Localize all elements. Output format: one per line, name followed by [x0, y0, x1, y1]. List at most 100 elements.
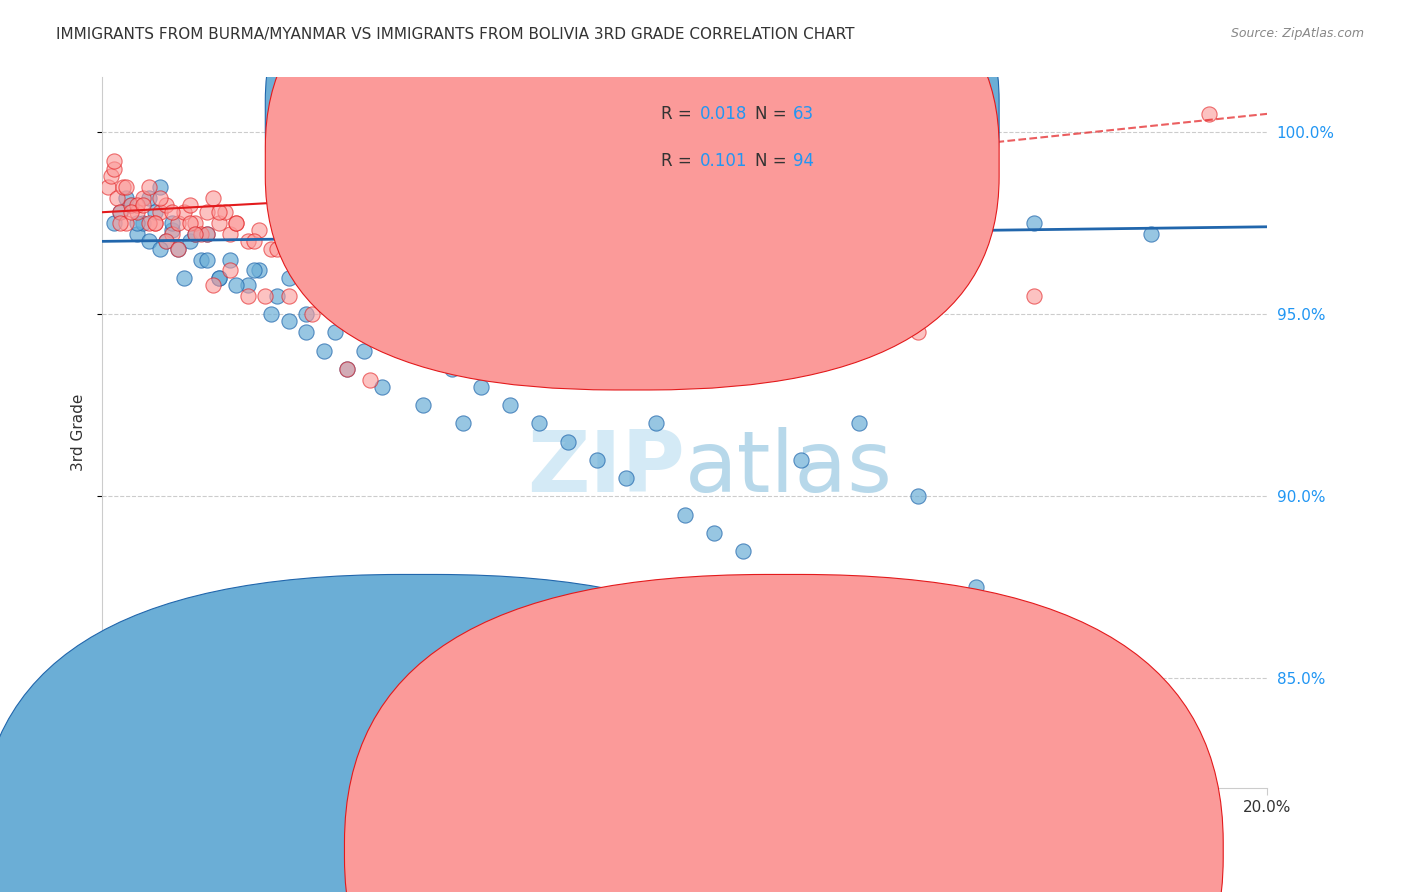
Point	[399, 252, 422, 267]
Point	[440, 252, 463, 267]
Point	[266, 242, 288, 256]
Point	[307, 235, 329, 249]
Point	[155, 198, 177, 212]
Point	[103, 161, 125, 176]
Point	[1139, 227, 1161, 241]
Point	[219, 227, 242, 241]
Point	[353, 227, 375, 241]
Point	[114, 216, 136, 230]
Point	[160, 227, 183, 241]
Point	[1022, 289, 1045, 303]
Text: 0.101: 0.101	[700, 153, 747, 170]
Text: Immigrants from Burma/Myanmar: Immigrants from Burma/Myanmar	[446, 845, 707, 859]
Point	[499, 398, 522, 412]
Point	[440, 227, 463, 241]
Point	[138, 179, 160, 194]
Point	[236, 289, 259, 303]
Point	[848, 417, 870, 431]
Point	[160, 223, 183, 237]
Point	[120, 205, 142, 219]
Point	[323, 216, 346, 230]
Point	[108, 205, 131, 219]
Point	[103, 154, 125, 169]
Point	[208, 205, 231, 219]
Point	[236, 278, 259, 293]
Point	[301, 307, 323, 321]
Point	[249, 223, 271, 237]
Point	[418, 242, 440, 256]
Text: 0.018: 0.018	[700, 105, 747, 123]
Point	[907, 489, 929, 503]
Point	[336, 362, 359, 376]
Point	[132, 198, 155, 212]
Point	[673, 508, 696, 522]
Point	[219, 252, 242, 267]
Point	[429, 351, 451, 365]
Point	[312, 343, 335, 358]
Y-axis label: 3rd Grade: 3rd Grade	[72, 394, 86, 471]
Point	[179, 198, 201, 212]
Point	[412, 398, 434, 412]
Point	[336, 362, 359, 376]
Point	[190, 227, 212, 241]
Point	[527, 417, 550, 431]
Point	[277, 314, 299, 328]
Point	[731, 544, 754, 558]
Point	[127, 205, 149, 219]
Point	[616, 471, 638, 485]
Point	[283, 235, 305, 249]
Point	[318, 300, 340, 314]
Point	[195, 205, 218, 219]
Point	[138, 191, 160, 205]
Point	[138, 235, 160, 249]
Point	[173, 205, 195, 219]
Point	[179, 216, 201, 230]
Point	[155, 235, 177, 249]
Point	[586, 307, 609, 321]
Point	[190, 252, 212, 267]
Point	[138, 216, 160, 230]
FancyBboxPatch shape	[592, 78, 877, 202]
Point	[132, 191, 155, 205]
Point	[195, 227, 218, 241]
Point	[167, 242, 190, 256]
Point	[108, 216, 131, 230]
Point	[149, 191, 172, 205]
Point	[470, 380, 492, 394]
Point	[1022, 216, 1045, 230]
Point	[120, 198, 142, 212]
Point	[371, 205, 394, 219]
Point	[149, 205, 172, 219]
Point	[143, 216, 166, 230]
Point	[731, 314, 754, 328]
Point	[323, 326, 346, 340]
Point	[330, 235, 353, 249]
Point	[208, 216, 231, 230]
Point	[336, 300, 359, 314]
Point	[114, 179, 136, 194]
Point	[149, 242, 172, 256]
Text: 94: 94	[793, 153, 814, 170]
FancyBboxPatch shape	[266, 0, 1000, 390]
Point	[790, 453, 813, 467]
Point	[201, 278, 224, 293]
Point	[208, 270, 231, 285]
Point	[184, 216, 207, 230]
Text: R =: R =	[661, 105, 697, 123]
Point	[143, 216, 166, 230]
Point	[120, 198, 142, 212]
Text: atlas: atlas	[685, 426, 893, 509]
Point	[114, 191, 136, 205]
Point	[295, 235, 318, 249]
Point	[644, 417, 666, 431]
Point	[155, 235, 177, 249]
Point	[225, 216, 247, 230]
Point	[179, 235, 201, 249]
Text: ZIP: ZIP	[527, 426, 685, 509]
Point	[242, 235, 264, 249]
Point	[108, 205, 131, 219]
Point	[254, 289, 277, 303]
Text: R =: R =	[661, 153, 697, 170]
Point	[127, 198, 149, 212]
Point	[277, 270, 299, 285]
